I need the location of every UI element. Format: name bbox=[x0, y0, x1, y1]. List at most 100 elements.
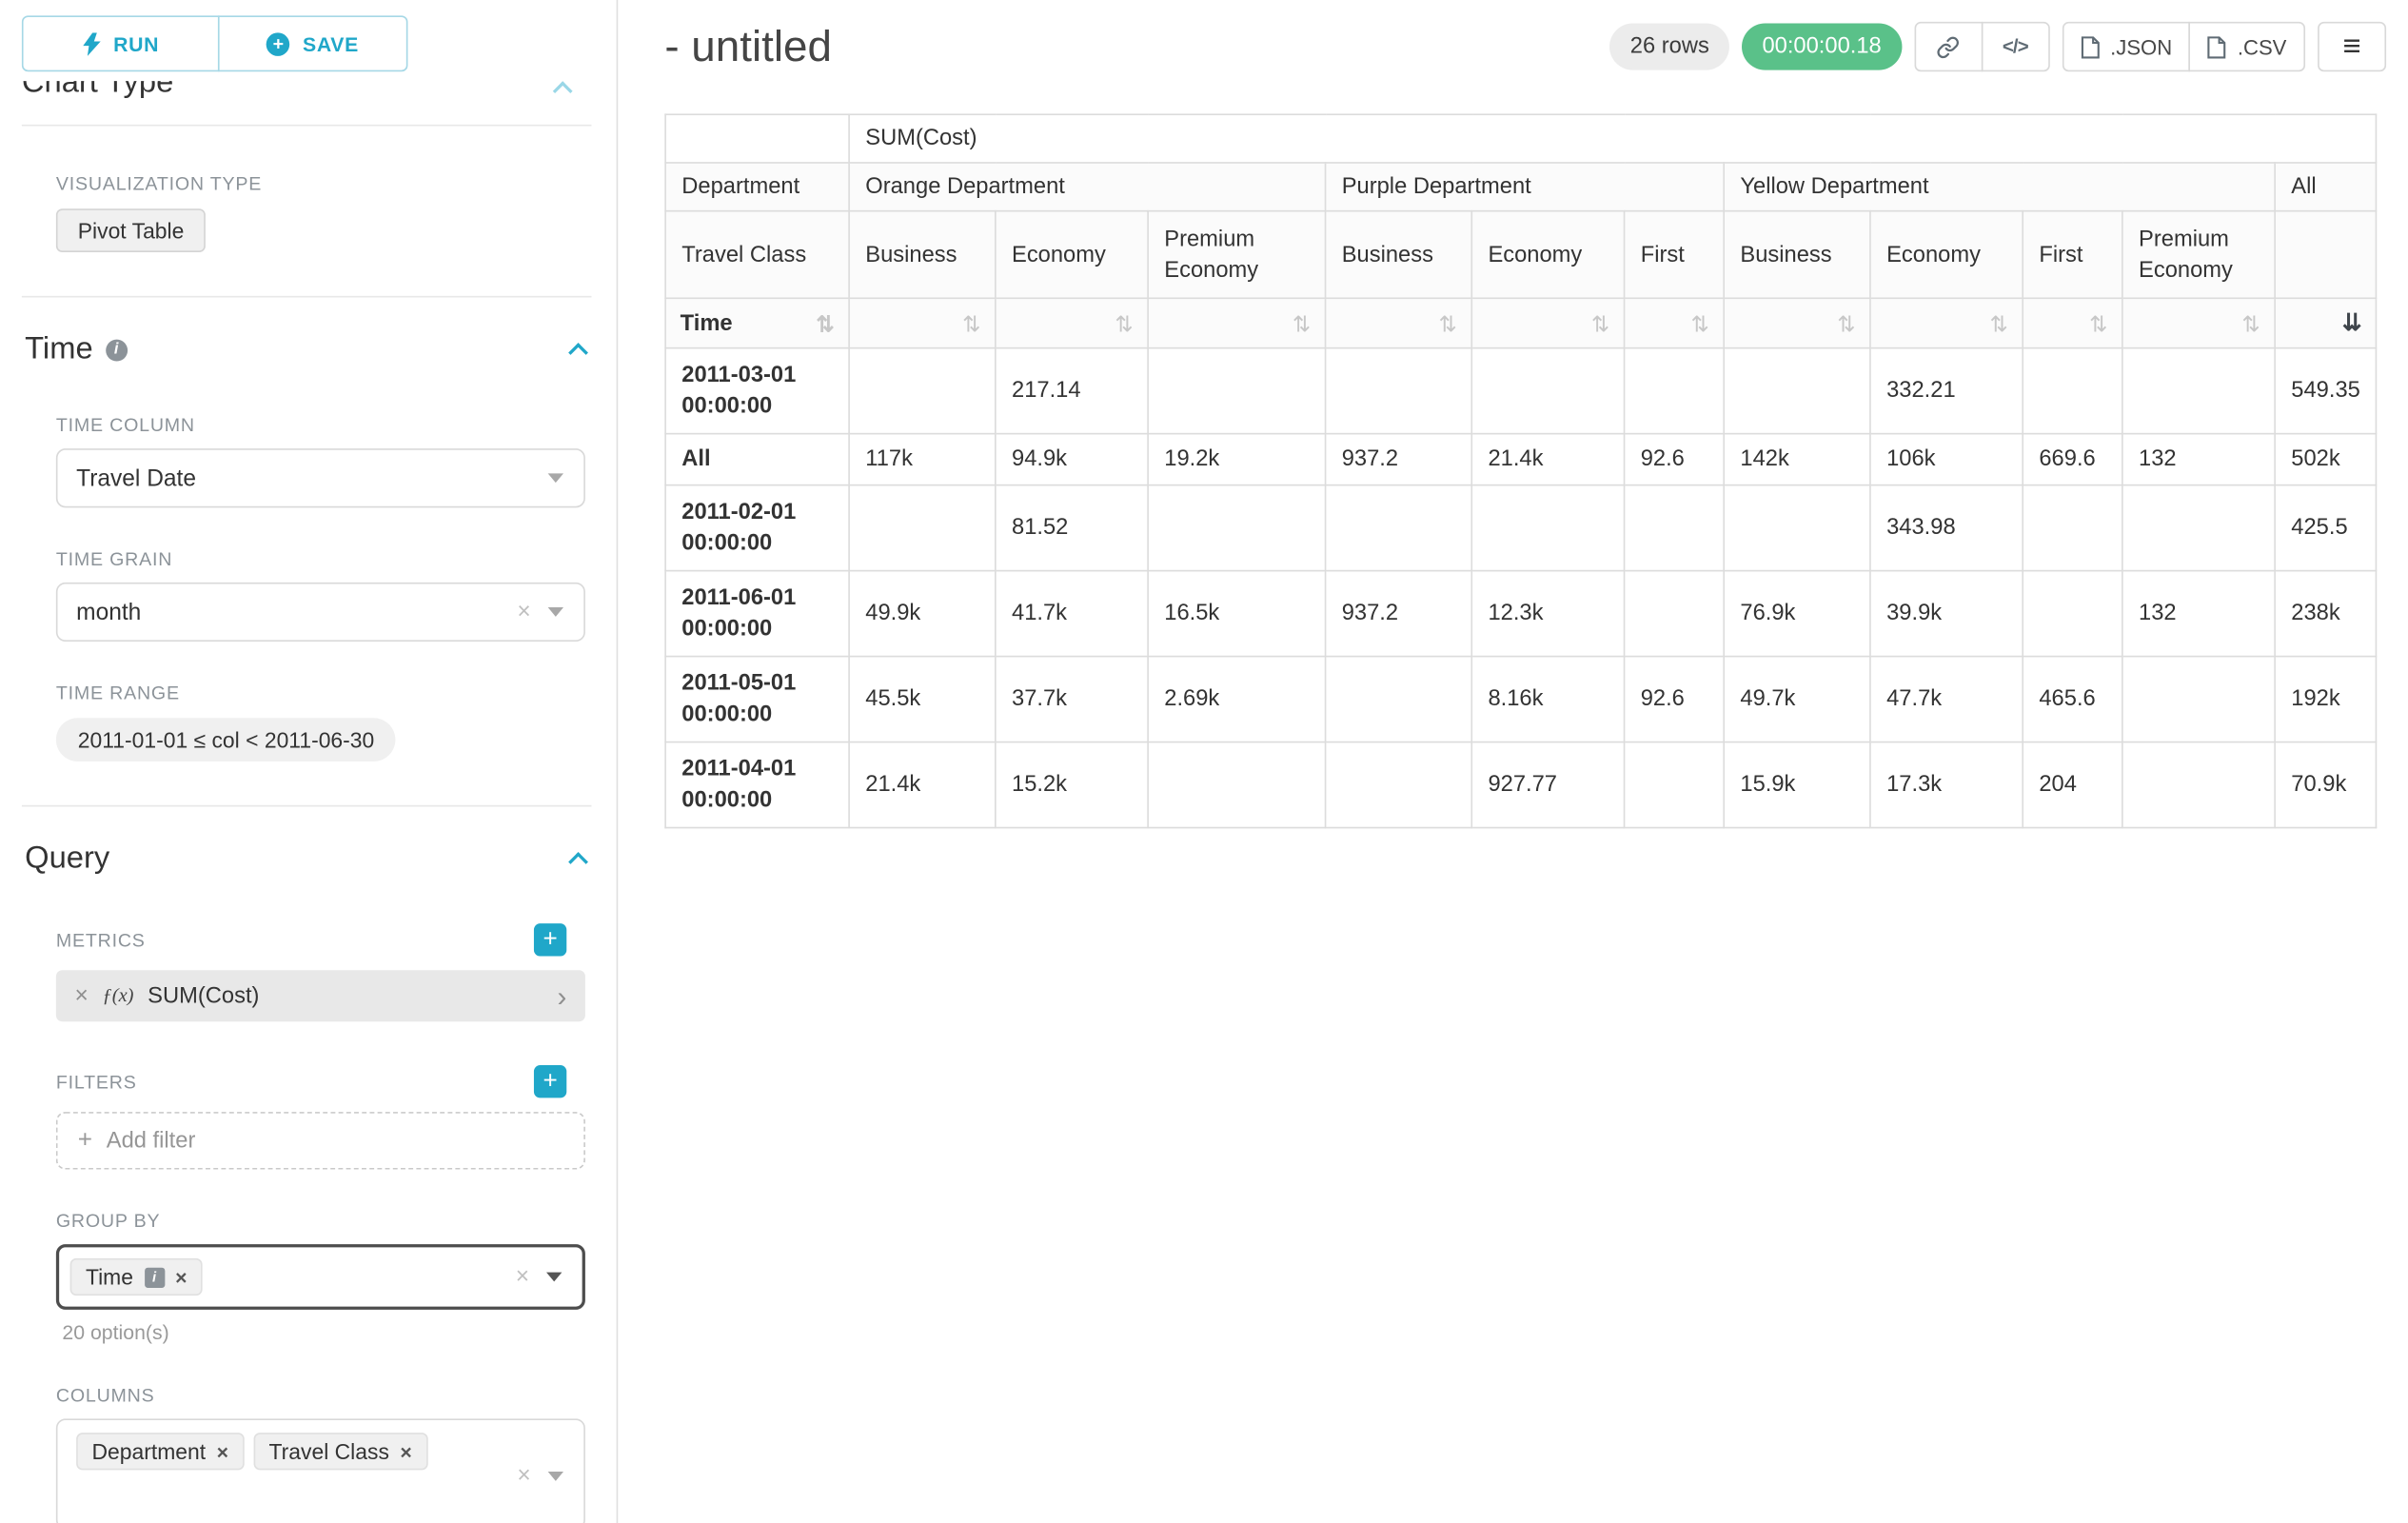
run-button-label: RUN bbox=[113, 31, 160, 56]
caret-down-icon bbox=[547, 607, 564, 617]
column-group-header: Purple Department bbox=[1324, 162, 1726, 212]
sort-icon[interactable]: ⇅ bbox=[2241, 310, 2260, 336]
sort-icon[interactable]: ⇅ bbox=[1989, 310, 2008, 336]
column-sort-cell[interactable]: ⇅ bbox=[1723, 297, 1871, 349]
embed-code-button[interactable]: </> bbox=[1981, 21, 2050, 72]
table-row: All 117k 94.9k 19.2k 937.2 21.4k 92.6 142k 106k 6… bbox=[664, 432, 2378, 486]
group-by-select[interactable]: Time i × × bbox=[55, 1244, 585, 1310]
columns-tag-label: Department bbox=[91, 1438, 207, 1464]
clear-icon[interactable]: × bbox=[517, 1462, 531, 1490]
save-button[interactable]: + SAVE bbox=[217, 15, 408, 72]
clear-icon[interactable]: × bbox=[517, 598, 531, 625]
sort-icon[interactable]: ⇅ bbox=[816, 310, 835, 336]
clear-icon[interactable]: × bbox=[515, 1263, 530, 1290]
value-cell: 19.2k bbox=[1147, 432, 1327, 486]
sort-desc-icon[interactable]: ⇊ bbox=[2341, 309, 2362, 337]
time-sort-cell[interactable]: Time ⇅ bbox=[664, 297, 850, 349]
column-sort-cell[interactable]: ⇅ bbox=[848, 297, 997, 349]
group-by-tag[interactable]: Time i × bbox=[69, 1257, 203, 1296]
remove-tag-icon[interactable]: × bbox=[216, 1439, 228, 1464]
time-column-label: TIME COLUMN bbox=[55, 414, 195, 437]
download-json-button[interactable]: .JSON bbox=[2062, 21, 2191, 72]
run-save-button-group: RUN + SAVE bbox=[21, 15, 592, 72]
add-filter-plus-button[interactable]: + bbox=[533, 1065, 567, 1098]
query-section-title: Query bbox=[25, 841, 110, 876]
time-range-pill[interactable]: 2011-01-01 ≤ col < 2011-06-30 bbox=[55, 718, 397, 762]
time-section-header[interactable]: Time i bbox=[22, 331, 592, 367]
value-cell bbox=[2122, 655, 2276, 743]
value-cell: 549.35 bbox=[2274, 346, 2378, 435]
sort-icon[interactable]: ⇅ bbox=[1438, 310, 1457, 336]
remove-metric-icon[interactable]: × bbox=[74, 982, 89, 1010]
value-cell bbox=[1623, 484, 1726, 572]
column-sort-cell[interactable]: ⇅ bbox=[1869, 297, 2024, 349]
column-sort-cell[interactable]: ⇅ bbox=[1324, 297, 1473, 349]
sort-icon[interactable]: ⇅ bbox=[1590, 310, 1610, 336]
value-cell: 132 bbox=[2122, 432, 2276, 486]
time-range-label: TIME RANGE bbox=[55, 682, 180, 704]
remove-tag-icon[interactable]: × bbox=[400, 1439, 412, 1464]
table-row: 2011-05-01 00:00:00 45.5k 37.7k 2.69k 8.16k 9… bbox=[664, 655, 2378, 743]
value-cell bbox=[1723, 484, 1871, 572]
chart-container: - untitled 26 rows 00:00:00.18 </> bbox=[618, 0, 2408, 1523]
query-section-header[interactable]: Query bbox=[22, 841, 592, 877]
value-cell: 106k bbox=[1869, 432, 2024, 486]
add-metric-button[interactable]: + bbox=[533, 923, 567, 957]
value-cell: 669.6 bbox=[2022, 432, 2123, 486]
sort-icon[interactable]: ⇅ bbox=[1292, 310, 1312, 336]
group-by-tag-label: Time bbox=[85, 1264, 133, 1290]
add-filter-button[interactable]: + Add filter bbox=[55, 1112, 585, 1170]
time-grain-select[interactable]: month × bbox=[55, 582, 585, 643]
menu-button[interactable]: ≡ bbox=[2318, 21, 2387, 72]
time-section-title: Time bbox=[25, 331, 93, 366]
chart-type-section-header[interactable]: Chart Type bbox=[22, 81, 592, 112]
copy-link-button[interactable] bbox=[1914, 21, 1984, 72]
sort-icon[interactable]: ⇅ bbox=[1837, 310, 1856, 336]
pivot-table-wrap: SUM(Cost) Department Orange Department Purp… bbox=[664, 113, 2386, 829]
value-cell: 94.9k bbox=[995, 432, 1149, 486]
column-sort-cell[interactable]: ⇅ bbox=[1623, 297, 1726, 349]
divider bbox=[21, 295, 592, 298]
json-button-label: .JSON bbox=[2110, 34, 2173, 59]
column-sort-cell[interactable]: ⇊ bbox=[2274, 297, 2378, 349]
columns-tag[interactable]: Department × bbox=[76, 1433, 245, 1471]
code-icon: </> bbox=[2002, 35, 2029, 58]
caret-right-icon: › bbox=[557, 979, 567, 1012]
columns-select[interactable]: Department × Travel Class × × bbox=[55, 1418, 585, 1523]
columns-tag[interactable]: Travel Class × bbox=[253, 1433, 428, 1471]
value-cell bbox=[1324, 346, 1473, 435]
column-sort-cell[interactable]: ⇅ bbox=[995, 297, 1149, 349]
column-sort-cell[interactable]: ⇅ bbox=[1147, 297, 1327, 349]
download-csv-button[interactable]: .CSV bbox=[2189, 21, 2306, 72]
value-cell: 132 bbox=[2122, 569, 2276, 658]
column-sort-cell[interactable]: ⇅ bbox=[2022, 297, 2123, 349]
column-sort-cell[interactable]: ⇅ bbox=[1470, 297, 1626, 349]
time-column-select[interactable]: Travel Date bbox=[55, 448, 585, 508]
value-cell: 425.5 bbox=[2274, 484, 2378, 572]
sort-icon[interactable]: ⇅ bbox=[1690, 310, 1709, 336]
value-cell bbox=[848, 484, 997, 572]
value-cell: 937.2 bbox=[1324, 569, 1473, 658]
sort-icon[interactable]: ⇅ bbox=[2089, 310, 2108, 336]
group-by-options-hint: 20 option(s) bbox=[62, 1320, 169, 1344]
value-cell: 117k bbox=[848, 432, 997, 486]
value-cell: 332.21 bbox=[1869, 346, 2024, 435]
sort-icon[interactable]: ⇅ bbox=[962, 310, 981, 336]
remove-tag-icon[interactable]: × bbox=[175, 1265, 188, 1289]
value-cell: 192k bbox=[2274, 655, 2378, 743]
column-sort-cell[interactable]: ⇅ bbox=[2122, 297, 2276, 349]
metrics-label: METRICS bbox=[55, 928, 146, 951]
col-dimension-label: Travel Class bbox=[664, 209, 850, 300]
sort-icon[interactable]: ⇅ bbox=[1115, 310, 1134, 336]
value-cell: 45.5k bbox=[848, 655, 997, 743]
row-dimension-label: Department bbox=[664, 162, 850, 212]
metric-chip[interactable]: × ƒ(x) SUM(Cost) › bbox=[55, 970, 585, 1022]
viz-type-pill[interactable]: Pivot Table bbox=[55, 208, 207, 253]
run-button[interactable]: RUN bbox=[21, 15, 220, 72]
pivot-table: SUM(Cost) Department Orange Department Purp… bbox=[664, 113, 2378, 829]
group-by-label: GROUP BY bbox=[55, 1210, 161, 1233]
save-button-label: SAVE bbox=[303, 31, 359, 56]
column-header: Premium Economy bbox=[1147, 209, 1327, 300]
download-button-group: .JSON .CSV bbox=[2062, 21, 2306, 72]
